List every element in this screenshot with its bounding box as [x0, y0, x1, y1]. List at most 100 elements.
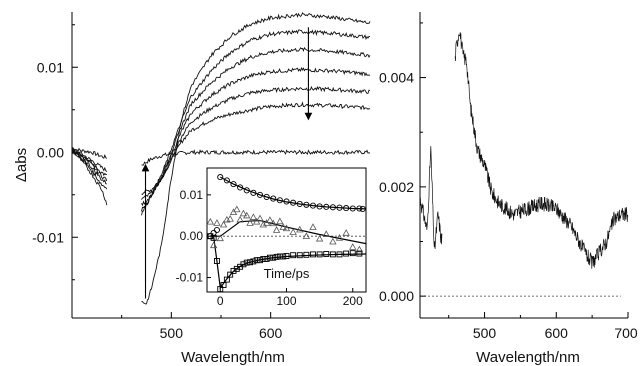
right-x-tick-label: 600	[545, 325, 569, 341]
inset-square-point	[336, 251, 343, 258]
inset-square-point	[250, 258, 257, 265]
inset-circle-point	[283, 198, 290, 205]
inset-y-tick-label: 0.01	[180, 188, 204, 202]
left-spectrum-line	[71, 12, 371, 305]
left-x-tick-label: 500	[160, 325, 184, 341]
inset-circle-point	[356, 205, 363, 212]
inset-square-point	[280, 253, 287, 260]
inset-square-point	[266, 254, 273, 261]
inset-y-tick-label: 0.00	[180, 229, 204, 243]
inset-triangle-point	[349, 243, 357, 250]
inset-square-point	[273, 253, 280, 260]
inset-circle-point	[217, 174, 224, 181]
inset-triangle-point	[279, 223, 287, 230]
inset-square-point	[220, 282, 227, 288]
right-y-tick-label: 0.004	[379, 70, 414, 86]
inset-square-point	[343, 250, 350, 257]
inset-square-point	[276, 253, 283, 260]
inset-circle-point	[243, 187, 250, 194]
right-y-tick-label: 0.002	[379, 179, 414, 195]
inset-square-point	[210, 234, 217, 241]
inset-x-tick-label: 0	[217, 294, 224, 308]
right-x-tick-label: 500	[473, 325, 497, 341]
left-x-axis-title: Wavelength/nm	[181, 349, 285, 366]
inset-triangle-point	[315, 234, 324, 242]
inset-circle-point	[349, 205, 356, 212]
inset-square-point	[213, 258, 220, 264]
inset-triangle-point	[355, 245, 364, 253]
right-spectrum-line	[419, 32, 629, 269]
inset-circle-point	[323, 203, 330, 210]
inset-triangle-point	[335, 234, 344, 241]
inset-triangle-point	[296, 225, 304, 233]
inset-triangle-point	[329, 237, 337, 245]
inset-square-point	[263, 255, 270, 262]
inset-triangle-point	[309, 223, 317, 230]
inset-square-point	[270, 254, 277, 261]
inset-square-point	[296, 252, 303, 259]
inset-triangle-point	[219, 220, 228, 228]
inset-triangle-point	[246, 219, 254, 226]
inset-circle-point	[359, 205, 366, 212]
inset-triangle-point	[259, 220, 267, 228]
inset-square-point	[243, 259, 250, 266]
inset-circle-point	[336, 204, 343, 211]
inset-triangle-point	[302, 232, 311, 239]
inset-circle-point	[256, 191, 264, 198]
inset-triangle-point	[342, 229, 350, 236]
inset-triangle-point	[239, 209, 248, 217]
inset-triangle-point	[272, 226, 281, 233]
inset-circle-point	[303, 201, 310, 208]
inset-panel: -0.01 0.00 0.01 0 100 200 Time/ps	[176, 167, 367, 308]
inset-circle-point	[309, 202, 317, 209]
inset-circle-point	[316, 203, 323, 210]
inset-triangle-point	[282, 224, 291, 232]
right-y-tick-label: 0.000	[379, 288, 414, 304]
inset-triangle-point	[216, 234, 224, 242]
inset-square-point	[349, 250, 356, 257]
inset-triangle-point	[243, 211, 251, 219]
inset-triangle-point	[233, 205, 241, 213]
inset-square-point	[223, 276, 230, 283]
inset-triangle-point	[236, 215, 244, 223]
inset-square-point	[283, 253, 290, 259]
inset-square-point	[323, 251, 330, 257]
inset-square-point	[260, 255, 267, 262]
inset-square-point	[316, 251, 323, 258]
left-y-tick-label: -0.01	[32, 229, 64, 245]
inset-square-point	[207, 233, 214, 240]
inset-circle-point	[213, 226, 220, 234]
inset-square-point	[303, 251, 310, 258]
inset-triangle-point	[249, 213, 258, 220]
inset-fit-curve	[213, 236, 367, 290]
inset-triangle-point	[206, 217, 214, 225]
inset-circle-point	[329, 204, 336, 211]
inset-triangle-point	[289, 228, 297, 235]
left-spectrum-line	[71, 147, 371, 166]
inset-square-point	[253, 257, 260, 264]
inset-circle-point	[250, 189, 257, 196]
inset-frame	[206, 167, 367, 293]
inset-x-tick-label: 200	[343, 294, 363, 308]
left-panel: -0.01 0.00 0.01 500 600 Wavelength/nm Δabs	[13, 12, 371, 366]
inset-circle-point	[270, 195, 277, 202]
inset-square-point	[356, 250, 363, 257]
inset-square-point	[329, 251, 336, 258]
right-x-tick-label: 700	[614, 325, 638, 341]
inset-square-point	[257, 257, 263, 264]
inset-triangle-point	[253, 217, 261, 225]
inset-square-point	[290, 252, 297, 259]
inset-circle-point	[296, 200, 303, 208]
inset-circle-point	[343, 205, 350, 212]
left-y-axis-title: Δabs	[13, 148, 30, 182]
inset-square-point	[217, 286, 224, 293]
inset-triangle-point	[276, 217, 284, 225]
inset-triangle-point	[213, 219, 221, 226]
left-y-tick-label: 0.00	[37, 144, 64, 160]
inset-triangle-point	[209, 241, 218, 249]
inset-circle-point	[276, 197, 283, 204]
inset-x-tick-label: 100	[276, 294, 296, 308]
inset-circle-point	[230, 181, 237, 188]
inset-circle-point	[223, 177, 230, 184]
